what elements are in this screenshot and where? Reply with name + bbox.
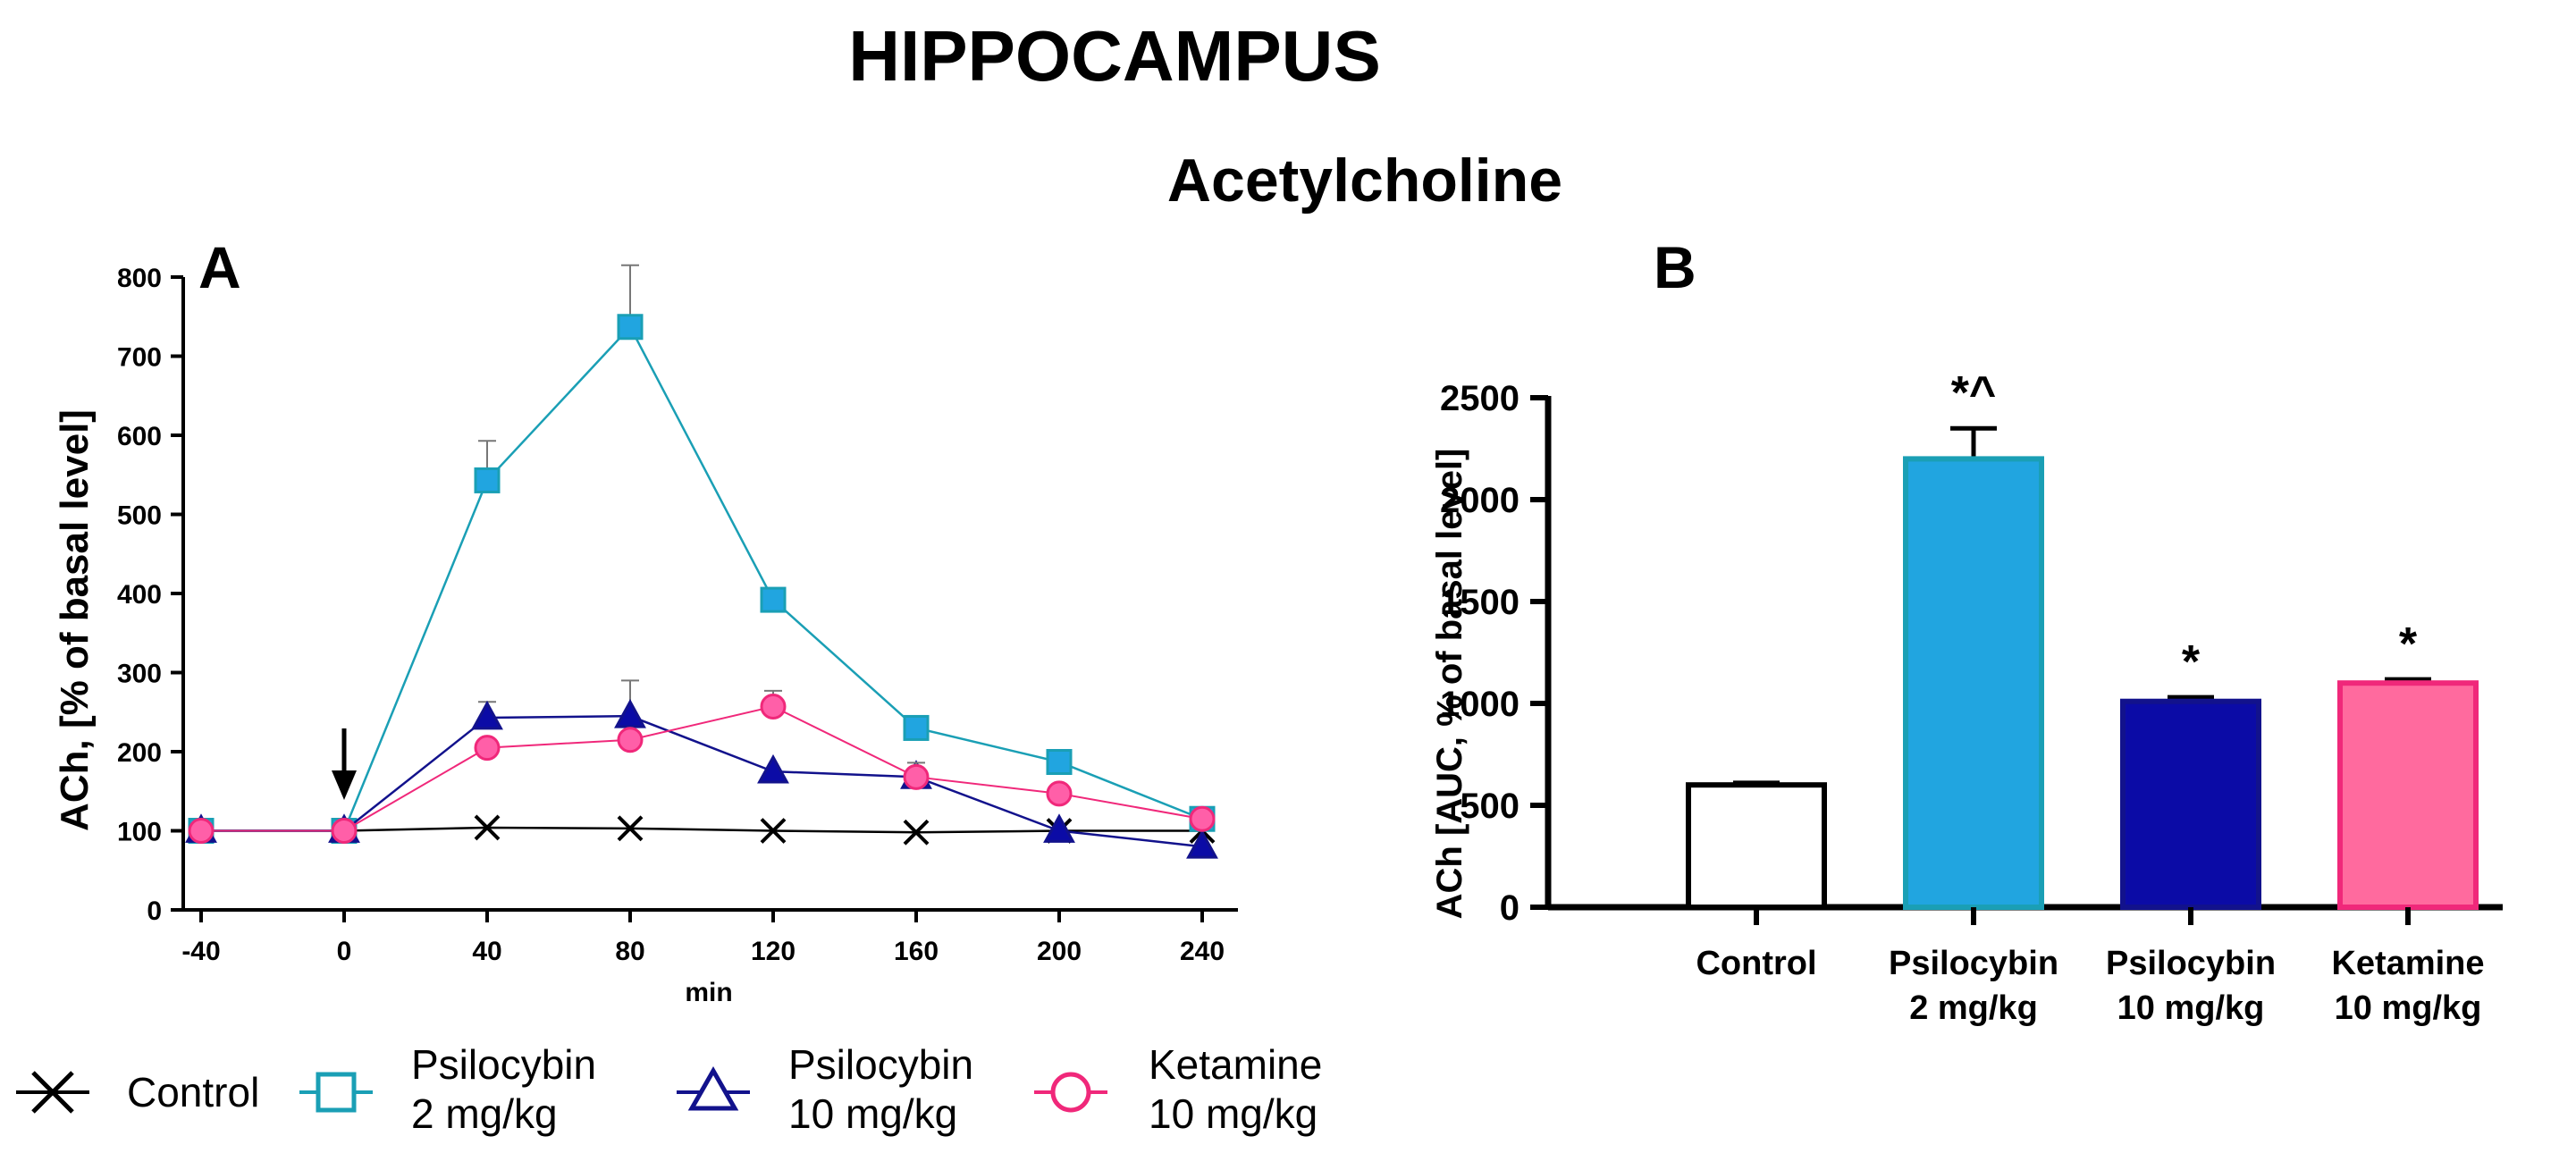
triangle-icon [687,1065,739,1111]
data-point [474,814,501,841]
legend-label: 10 mg/kg [788,1090,957,1137]
category-label: Ketamine [2331,945,2484,982]
x-tick-label: 160 [894,937,939,966]
legend-item-control: Control [16,1069,259,1115]
y-tick-label: 300 [117,660,162,689]
data-point [760,694,787,720]
data-point [474,735,501,762]
y-tick-label: 1000 [1440,685,1520,724]
series-line [201,826,1202,834]
x-tick-label: 40 [472,937,501,966]
square-icon [316,1072,357,1113]
legend-label: Psilocybin [411,1041,596,1088]
bar-psilo2 [1903,456,2044,911]
legend-label: Psilocybin [788,1041,973,1088]
data-point [757,753,789,784]
data-point [617,727,644,753]
figure-title: HIPPOCAMPUS [848,16,1381,96]
legend-label: 2 mg/kg [411,1090,558,1137]
data-point [1046,749,1073,776]
x-tick-label: 0 [337,937,352,966]
y-tick-label: 1500 [1440,583,1520,622]
category-label: 10 mg/kg [2335,989,2482,1027]
arrow-down-icon [332,770,357,800]
data-point [331,818,358,844]
data-point [903,714,930,741]
x-axis-label: min [685,978,732,1007]
data-point [760,586,787,613]
y-axis-label: ACh [AUC, % of basal level] [1430,449,1469,920]
series-ketamine [188,689,1216,844]
data-point [1043,813,1075,843]
y-tick-label: 400 [117,580,162,610]
legend-label: Control [127,1069,259,1115]
legend-label: 10 mg/kg [1149,1090,1317,1137]
series-line [201,324,1203,832]
significance-marker: * [2399,619,2418,670]
y-tick-label: 500 [1460,787,1520,826]
data-point [471,700,503,730]
y-tick-label: 100 [117,818,162,847]
y-tick-label: 800 [117,264,162,293]
y-tick-label: 500 [117,501,162,531]
y-tick-label: 700 [117,343,162,373]
y-tick-label: 200 [117,738,162,768]
data-point [188,818,215,844]
x-tick-label: -40 [181,937,220,966]
data-point [903,763,930,790]
y-tick-label: 0 [1500,888,1520,928]
category-label: Control [1696,945,1816,982]
category-label: Psilocybin [2106,945,2276,982]
significance-marker: *^ [1951,367,1997,419]
series-line [201,705,1203,832]
legend-label: Ketamine [1149,1041,1322,1088]
x-tick-label: 240 [1180,937,1225,966]
data-point [617,314,644,341]
panel-label-a: A [198,234,241,300]
data-point [903,819,930,846]
data-point [617,815,644,842]
panel-label-b: B [1654,234,1696,300]
significance-marker: * [2182,636,2201,688]
x-tick-label: 80 [615,937,644,966]
x-tick-label: 200 [1037,937,1082,966]
y-tick-label: 600 [117,422,162,451]
bar-ketamine [2337,680,2479,911]
bar-control [1686,782,1827,911]
data-point [474,467,501,493]
category-label: Psilocybin [1889,945,2058,982]
x-tick-label: 120 [751,937,796,966]
bar-chart-panel: 0 500 1000 1500 2000 2500 ACh [AUC, % of basal… [1430,367,2503,1027]
y-tick-label: 2500 [1440,379,1520,418]
data-point [1046,780,1073,807]
line-chart-panel: 0 100 200 300 400 500 600 700 800 -40 0 40 80 120 160 2… [53,264,1238,1007]
bar-psilo10 [2120,698,2261,910]
x-icon [31,1071,74,1114]
data-point [1189,805,1216,832]
category-label: 10 mg/kg [2117,989,2265,1027]
series-line [201,714,1203,848]
y-tick-label: 0 [147,896,162,926]
circle-icon [1050,1072,1091,1113]
y-tick-label: 2000 [1440,481,1520,520]
data-point [1186,829,1218,859]
data-point [760,818,787,844]
data-point [614,698,646,728]
category-label: 2 mg/kg [1909,989,2038,1027]
y-axis-label: ACh, [% of basal level] [53,409,97,831]
figure-subtitle: Acetylcholine [1167,147,1562,215]
